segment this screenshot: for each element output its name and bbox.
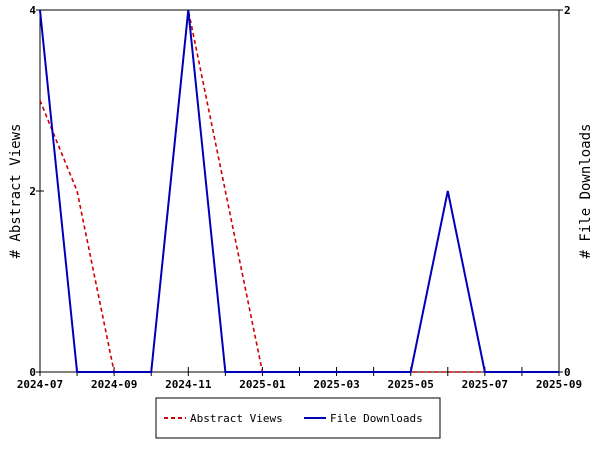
legend-label-file-downloads: File Downloads xyxy=(330,412,423,425)
x-tick-label: 2025-01 xyxy=(239,378,286,391)
x-tick-label: 2025-09 xyxy=(536,378,582,391)
series-lines xyxy=(39,9,559,373)
plot-area xyxy=(39,9,560,373)
y-right-axis-title: # File Downloads xyxy=(578,124,594,259)
x-tick-label: 2024-09 xyxy=(91,378,137,391)
legend-box xyxy=(155,397,441,439)
x-tick-label: 2025-07 xyxy=(462,378,508,391)
y-left-tick-label: 0 xyxy=(29,366,36,379)
x-tick-label: 2024-07 xyxy=(17,378,63,391)
y-right-tick-label: 0 xyxy=(564,366,571,379)
y-left-tick-label: 4 xyxy=(29,4,36,17)
y-left-tick-label: 2 xyxy=(29,185,36,198)
x-tick-label: 2025-05 xyxy=(388,378,434,391)
legend: Abstract Views File Downloads xyxy=(155,397,441,439)
legend-label-abstract-views: Abstract Views xyxy=(190,412,283,425)
y-left-axis-title: # Abstract Views xyxy=(8,124,24,259)
x-tick-label: 2024-11 xyxy=(165,378,212,391)
series-line-file-downloads xyxy=(39,9,559,373)
x-tick-label: 2025-03 xyxy=(313,378,359,391)
y-right-tick-label: 2 xyxy=(564,4,571,17)
